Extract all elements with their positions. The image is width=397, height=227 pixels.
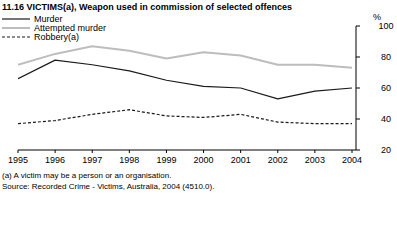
annotation: (a) A victim may be a person or an organ… [2, 171, 171, 180]
x-tick-label: 2000 [194, 155, 214, 165]
x-tick [352, 150, 353, 153]
x-tick-label: 2004 [342, 155, 362, 165]
y-tick [356, 150, 360, 151]
y-tick [356, 57, 360, 58]
y-tick [356, 26, 360, 27]
series-line [18, 60, 352, 99]
x-axis [18, 150, 356, 151]
x-tick [166, 150, 167, 153]
x-tick-label: 1999 [156, 155, 176, 165]
x-tick [55, 150, 56, 153]
legend-swatch [2, 18, 30, 19]
y-tick [356, 88, 360, 89]
x-tick [92, 150, 93, 153]
x-tick [240, 150, 241, 153]
x-tick-label: 2001 [231, 155, 251, 165]
y-tick-label: 40 [381, 114, 391, 124]
legend-swatch [2, 27, 30, 29]
x-tick-label: 2003 [305, 155, 325, 165]
legend-label: Robbery(a) [34, 32, 79, 42]
y-tick-label: 80 [381, 52, 391, 62]
title: 11.16 VICTIMS(a), Weapon used in commiss… [2, 2, 292, 12]
y-tick-label: 100 [378, 21, 393, 31]
x-tick-label: 1995 [8, 155, 28, 165]
y-tick-label: 20 [381, 145, 391, 155]
y-tick-label: 60 [381, 83, 391, 93]
x-tick [314, 150, 315, 153]
x-tick-label: 1998 [119, 155, 139, 165]
x-tick [129, 150, 130, 153]
x-tick [18, 150, 19, 153]
annotation: Source: Recorded Crime - Victims, Austra… [2, 182, 214, 191]
series-line [18, 110, 352, 124]
x-tick [277, 150, 278, 153]
series-line [18, 46, 352, 68]
x-tick [203, 150, 204, 153]
x-tick-label: 1996 [45, 155, 65, 165]
x-tick-label: 1997 [82, 155, 102, 165]
x-tick-label: 2002 [268, 155, 288, 165]
legend-swatch [2, 36, 30, 37]
y-tick [356, 119, 360, 120]
plot-area [18, 46, 352, 124]
